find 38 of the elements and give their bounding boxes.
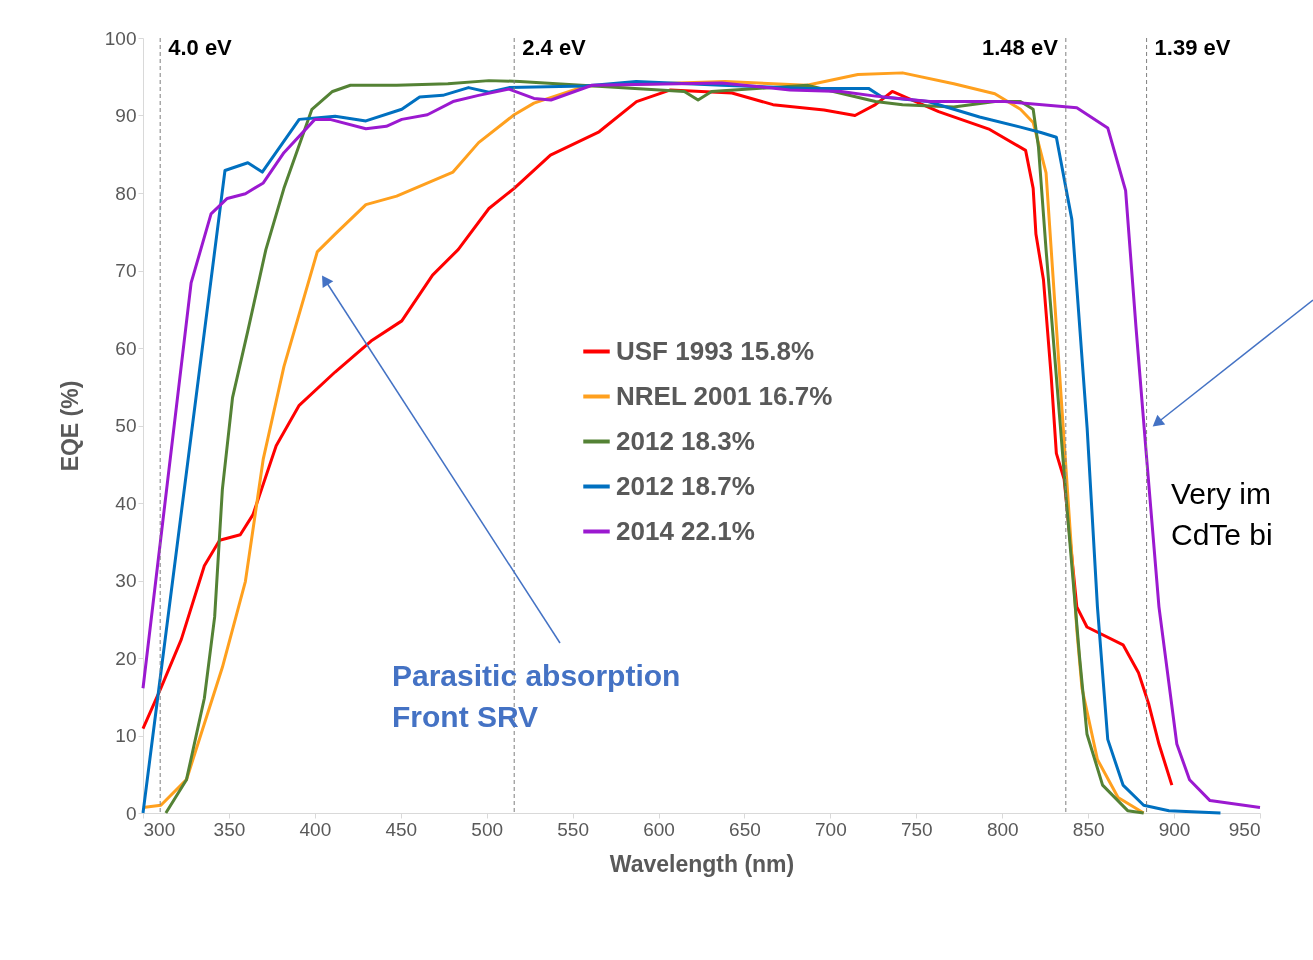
- y-tick-label: 90: [115, 105, 137, 126]
- x-tick-label: 800: [986, 818, 1019, 840]
- x-tick-label: 350: [213, 818, 246, 840]
- y-tick-label: 0: [125, 802, 137, 824]
- legend-label: 2012 18.3%: [616, 425, 755, 456]
- legend-label: 2012 18.7%: [616, 470, 755, 501]
- x-tick-label: 600: [643, 818, 675, 840]
- y-tick-label: 40: [115, 492, 137, 514]
- legend-label: 2014 22.1%: [616, 515, 755, 546]
- ref-line-label: 1.39 eV: [1154, 35, 1231, 60]
- x-tick-label: 650: [729, 818, 761, 840]
- y-tick-label: 20: [115, 647, 137, 669]
- ref-line-label: 4.0 eV: [168, 35, 233, 60]
- legend-label: NREL 2001 16.7%: [616, 380, 833, 411]
- y-tick-label: 100: [104, 27, 137, 49]
- x-tick-label: 550: [557, 818, 589, 840]
- x-tick-label: 850: [1072, 818, 1105, 840]
- x-axis-title: Wavelength (nm): [609, 850, 795, 877]
- y-tick-label: 30: [115, 570, 137, 591]
- x-tick-label: 950: [1228, 818, 1261, 840]
- x-tick-label: 400: [299, 818, 332, 840]
- y-axis-title: EQE (%): [56, 380, 83, 472]
- ref-line-label: 2.4 eV: [522, 35, 587, 60]
- annotation: Very im CdTe bi: [1171, 477, 1273, 551]
- x-tick-label: 700: [815, 818, 847, 840]
- y-tick-label: 10: [115, 725, 137, 746]
- y-tick-label: 50: [115, 415, 137, 436]
- ref-line-label: 1.48 eV: [981, 35, 1059, 60]
- x-tick-label: 500: [471, 818, 504, 840]
- x-tick-label: 750: [900, 818, 933, 840]
- x-tick-label: 450: [385, 818, 418, 840]
- y-tick-label: 70: [115, 260, 137, 281]
- x-tick-label: 900: [1158, 818, 1191, 840]
- annotation: Parasitic absorption Front SRV: [392, 659, 681, 733]
- y-tick-label: 60: [115, 337, 137, 359]
- x-tick-label: 300: [143, 818, 176, 840]
- y-tick-label: 80: [115, 182, 137, 204]
- legend-label: USF 1993 15.8%: [616, 335, 815, 366]
